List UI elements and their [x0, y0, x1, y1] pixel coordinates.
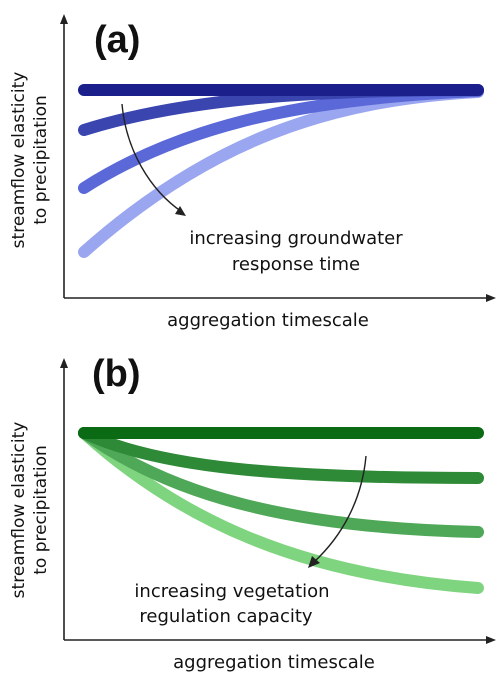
- panel-a: (a) streamflow elasticity to precipitati…: [9, 14, 496, 331]
- panel-a-ylabel-line1: streamflow elasticity: [9, 72, 29, 249]
- panel-a-xlabel: aggregation timescale: [167, 310, 369, 331]
- panel-b-ylabel: streamflow elasticity to precipitation: [9, 422, 51, 599]
- panel-a-y-axis-arrowhead: [60, 14, 68, 24]
- panel-b-annotation-line2: regulation capacity: [139, 606, 312, 627]
- panel-b-label: (b): [92, 353, 141, 395]
- panel-b-annotation-arrowhead: [308, 556, 320, 568]
- panel-b-ylabel-line2: to precipitation: [31, 445, 51, 575]
- panel-a-label: (a): [94, 19, 140, 61]
- panel-b-curve-4: [78, 427, 484, 594]
- panel-a-annotation-line1: increasing groundwater: [189, 228, 403, 249]
- panel-b-x-axis-arrowhead: [486, 636, 496, 644]
- panel-a-x-axis-arrowhead: [486, 294, 496, 302]
- panel-a-curve-3: [78, 85, 484, 194]
- panel-a-ylabel: streamflow elasticity to precipitation: [9, 72, 51, 249]
- panel-a-annotation-arrow: [121, 103, 183, 213]
- panel-b-ylabel-line1: streamflow elasticity: [9, 422, 29, 599]
- panel-b-annotation-line1: increasing vegetation: [134, 581, 329, 602]
- panel-a-ylabel-line2: to precipitation: [31, 95, 51, 225]
- panel-b-annotation-arrow: [313, 455, 367, 563]
- panel-b-xlabel: aggregation timescale: [173, 652, 375, 673]
- panel-a-annotation-arrowhead: [175, 206, 186, 216]
- panel-b: (b) streamflow elasticity to precipitati…: [9, 353, 496, 673]
- panel-b-curve-3: [78, 427, 484, 538]
- panel-b-y-axis-arrowhead: [60, 358, 68, 368]
- panel-b-curve-2: [78, 427, 484, 484]
- panel-a-annotation-line2: response time: [232, 254, 360, 275]
